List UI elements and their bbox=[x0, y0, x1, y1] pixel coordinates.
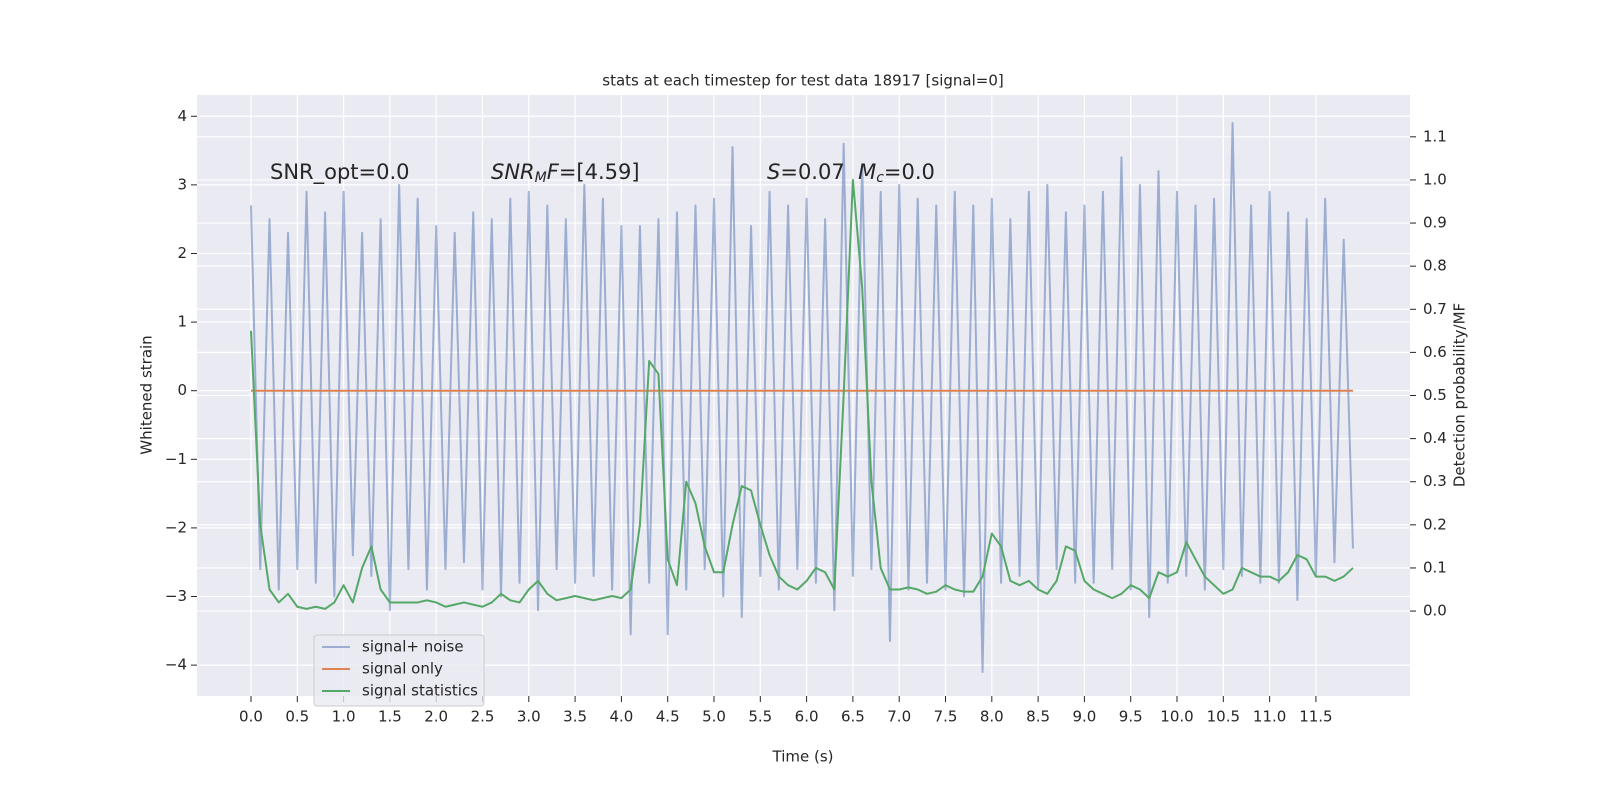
x-tick-label: 7.0 bbox=[887, 708, 911, 726]
x-tick-label: 9.0 bbox=[1072, 708, 1096, 726]
y2-tick-label: 0.3 bbox=[1423, 472, 1447, 490]
x-tick-label: 10.0 bbox=[1160, 708, 1193, 726]
y-tick-label: 2 bbox=[177, 244, 187, 262]
series-line bbox=[249, 122, 1354, 673]
x-tick-label: 2.0 bbox=[424, 708, 448, 726]
x-tick-label: 9.5 bbox=[1119, 708, 1143, 726]
x-axis-label: Time (s) bbox=[772, 748, 834, 766]
x-tick-label: 8.0 bbox=[980, 708, 1004, 726]
x-tick-label: 3.0 bbox=[517, 708, 541, 726]
x-tick-label: 11.5 bbox=[1299, 708, 1332, 726]
x-tick-label: 1.0 bbox=[332, 708, 356, 726]
y2-tick-label: 0.5 bbox=[1423, 386, 1447, 404]
x-tick-label: 6.0 bbox=[795, 708, 819, 726]
annotation-part: M bbox=[535, 170, 547, 186]
y2-tick-label: 0.6 bbox=[1423, 343, 1447, 361]
x-tick-label: 5.5 bbox=[748, 708, 772, 726]
y-tick-label: 0 bbox=[177, 381, 187, 399]
y-tick-label: −1 bbox=[165, 450, 187, 468]
annotation-part: S bbox=[767, 160, 780, 184]
legend: signal+ noise signal only signal statistic… bbox=[313, 634, 485, 707]
legend-label: signal statistics bbox=[362, 682, 478, 700]
x-tick-label: 4.5 bbox=[656, 708, 680, 726]
x-tick-label: 5.0 bbox=[702, 708, 726, 726]
annotation: SNR_opt=0.0 bbox=[270, 160, 410, 185]
legend-label: signal+ noise bbox=[362, 638, 464, 656]
x-tick-label: 0.5 bbox=[285, 708, 309, 726]
x-tick-label: 11.0 bbox=[1253, 708, 1286, 726]
y2-tick-label: 1.1 bbox=[1423, 127, 1447, 145]
annotation-part: c bbox=[876, 170, 884, 186]
x-tick-label: 6.5 bbox=[841, 708, 865, 726]
x-tick-label: 8.5 bbox=[1026, 708, 1050, 726]
y-tick-label: −3 bbox=[165, 587, 187, 605]
y2-tick-label: 0.1 bbox=[1423, 558, 1447, 576]
y2-tick-label: 0.2 bbox=[1423, 515, 1447, 533]
grid bbox=[197, 95, 1410, 696]
y2-axis-label: Detection probability/MF bbox=[1451, 303, 1469, 487]
annotation-part: M bbox=[858, 160, 876, 184]
x-tick-label: 4.0 bbox=[609, 708, 633, 726]
annotation: S=0.07 Mc=0.0 bbox=[767, 160, 935, 186]
x-tick-label: 3.5 bbox=[563, 708, 587, 726]
annotation-part: =0.07 bbox=[780, 160, 858, 184]
legend-box bbox=[313, 634, 485, 707]
y2-tick-label: 0.0 bbox=[1423, 602, 1447, 620]
y2-tick-label: 0.7 bbox=[1423, 300, 1447, 318]
x-tick-label: 0.0 bbox=[239, 708, 263, 726]
annotation-part: SNR_opt=0.0 bbox=[270, 160, 410, 185]
annotation-part: =[4.59] bbox=[559, 160, 640, 184]
y2-tick-label: 0.9 bbox=[1423, 214, 1447, 232]
y2-tick-label: 1.0 bbox=[1423, 170, 1447, 188]
x-tick-label: 7.5 bbox=[934, 708, 958, 726]
y-tick-label: 1 bbox=[177, 313, 187, 331]
annotation-part: F bbox=[547, 160, 560, 184]
x-tick-label: 2.5 bbox=[471, 708, 495, 726]
y-axis-label: Whitened strain bbox=[138, 335, 156, 454]
annotation-part: SNR bbox=[491, 160, 535, 184]
series-line bbox=[249, 178, 1354, 610]
chart-title: stats at each timestep for test data 189… bbox=[602, 72, 1003, 90]
x-tick-label: 10.5 bbox=[1207, 708, 1240, 726]
x-tick-label: 1.5 bbox=[378, 708, 402, 726]
y-tick-label: −4 bbox=[165, 656, 187, 674]
annotation: SNRMF=[4.59] bbox=[491, 160, 640, 186]
y2-tick-label: 0.4 bbox=[1423, 429, 1447, 447]
y-tick-label: −2 bbox=[165, 518, 187, 536]
y-tick-label: 4 bbox=[177, 107, 187, 125]
y-tick-label: 3 bbox=[177, 175, 187, 193]
legend-label: signal only bbox=[362, 660, 443, 678]
annotation-part: =0.0 bbox=[884, 160, 935, 184]
y2-tick-label: 0.8 bbox=[1423, 257, 1447, 275]
